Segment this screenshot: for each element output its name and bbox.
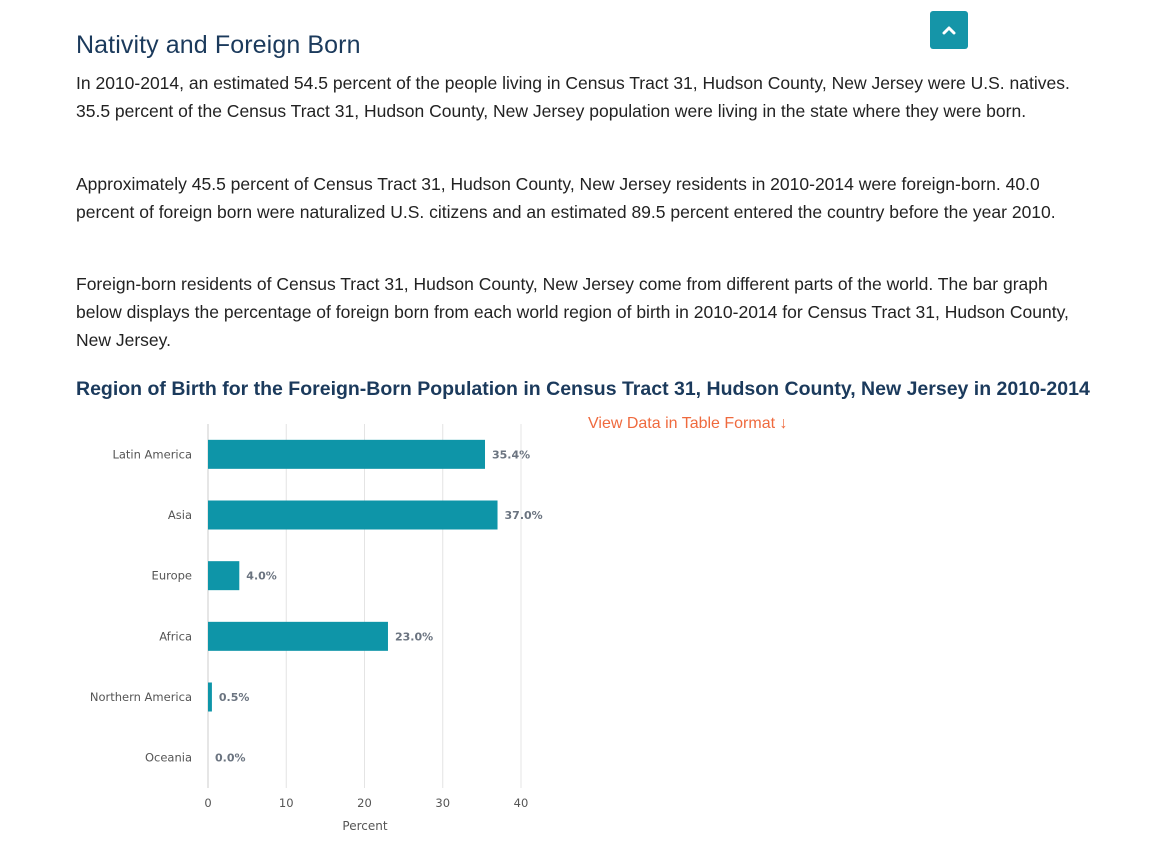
bar[interactable] (208, 561, 240, 591)
x-tick-label: 40 (514, 796, 529, 810)
bar[interactable] (208, 682, 212, 712)
view-table-link[interactable]: View Data in Table Format ↓ (588, 415, 788, 432)
category-label: Europe (152, 569, 192, 583)
category-label: Latin America (112, 447, 192, 461)
nativity-paragraph: In 2010-2014, an estimated 54.5 percent … (76, 73, 1070, 121)
category-label: Asia (168, 508, 192, 522)
foreign-born-paragraph: Approximately 45.5 percent of Census Tra… (76, 174, 1056, 222)
category-label: Northern America (90, 690, 192, 704)
data-label: 37.0% (505, 509, 543, 522)
chart-title: Region of Birth for the Foreign-Born Pop… (76, 378, 1090, 400)
region-of-birth-bar-chart: Latin America 35.4% Asia 37.0% Europe 4.0% Afr… (90, 424, 543, 833)
data-label: 35.4% (492, 448, 530, 461)
bar[interactable] (208, 621, 388, 651)
chevron-up-icon (942, 26, 956, 35)
x-axis-title: Percent (342, 819, 387, 833)
x-tick-label: 0 (204, 796, 211, 810)
data-label: 0.5% (219, 691, 250, 704)
section-title: Nativity and Foreign Born (76, 31, 361, 59)
back-to-top-button[interactable] (930, 11, 968, 49)
bar[interactable] (208, 500, 498, 530)
bar[interactable] (208, 439, 486, 469)
data-label: 4.0% (246, 570, 277, 583)
x-tick-label: 10 (279, 796, 294, 810)
x-tick-label: 30 (435, 796, 450, 810)
category-label: Oceania (145, 751, 192, 765)
data-label: 23.0% (395, 630, 433, 643)
data-label: 0.0% (215, 752, 246, 765)
x-tick-label: 20 (357, 796, 372, 810)
region-of-birth-paragraph: Foreign-born residents of Census Tract 3… (76, 274, 1069, 350)
category-label: Africa (159, 629, 192, 643)
